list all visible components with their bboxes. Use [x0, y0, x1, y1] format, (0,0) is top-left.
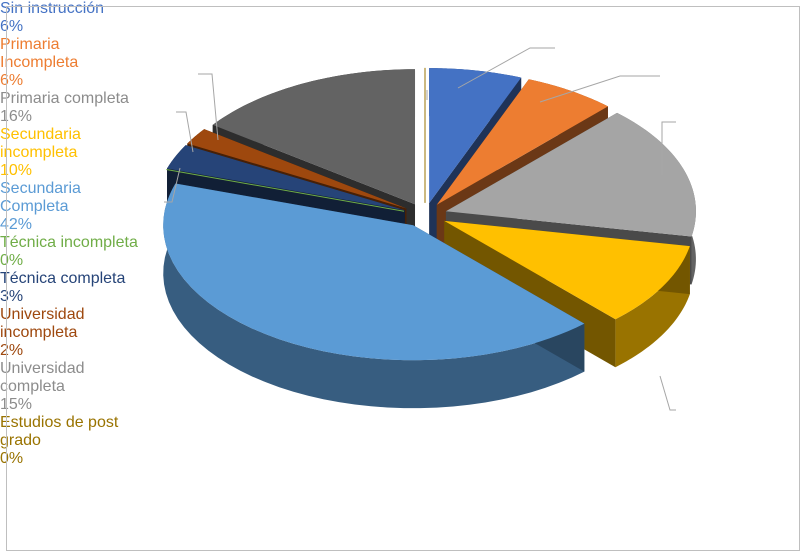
- data-label: Estudios de post grado 0%: [0, 414, 140, 468]
- leader-line: [176, 111, 194, 153]
- data-label: Técnica completa 3%: [0, 270, 160, 306]
- data-label: Universidad completa 15%: [0, 360, 110, 414]
- data-label: Primaria Incompleta 6%: [0, 36, 100, 90]
- category-label: Universidad completa: [0, 360, 85, 395]
- value-label: 42%: [0, 216, 33, 233]
- value-label: 6%: [0, 72, 24, 89]
- value-label: 2%: [0, 342, 24, 359]
- value-label: 6%: [0, 18, 24, 35]
- leader-line: [539, 75, 660, 103]
- slice: [444, 220, 690, 320]
- chart-border: [6, 6, 800, 551]
- category-label: Secundaria Completa: [0, 180, 81, 215]
- data-label: Primaria completa 16%: [0, 90, 240, 126]
- category-label: Técnica completa: [0, 270, 126, 287]
- slice: [166, 169, 405, 212]
- value-label: 10%: [0, 162, 33, 179]
- category-label: Técnica incompleta: [0, 234, 138, 251]
- data-label: Secundaria incompleta 10%: [0, 126, 120, 180]
- slice: [429, 68, 522, 204]
- leader-line: [164, 167, 181, 203]
- slice: [163, 183, 585, 361]
- slice: [187, 129, 407, 209]
- leader-line: [659, 375, 676, 411]
- value-label: 0%: [0, 450, 24, 467]
- slice: [445, 112, 696, 237]
- category-label: Primaria completa: [0, 90, 129, 107]
- data-label: Técnica incompleta 0%: [0, 234, 180, 270]
- slice: [167, 145, 405, 211]
- leader-line: [661, 121, 676, 175]
- category-label: Universidad incompleta: [0, 306, 85, 341]
- value-label: 16%: [0, 108, 33, 125]
- slice-side: [163, 183, 585, 409]
- slice-side: [615, 246, 690, 368]
- category-label: Primaria Incompleta: [0, 36, 79, 71]
- value-label: 15%: [0, 396, 33, 413]
- data-label: Sin instrucción 6%: [0, 0, 130, 36]
- leader-line: [457, 47, 555, 89]
- slice: [436, 79, 608, 205]
- value-label: 0%: [0, 252, 24, 269]
- category-label: Secundaria incompleta: [0, 126, 81, 161]
- data-label: Universidad incompleta 2%: [0, 306, 120, 360]
- category-label: Estudios de post grado: [0, 414, 119, 449]
- data-label: Secundaria Completa 42%: [0, 180, 130, 234]
- category-label: Sin instrucción: [0, 0, 105, 17]
- leader-line: [198, 73, 219, 141]
- value-label: 3%: [0, 288, 24, 305]
- slice: [212, 69, 416, 205]
